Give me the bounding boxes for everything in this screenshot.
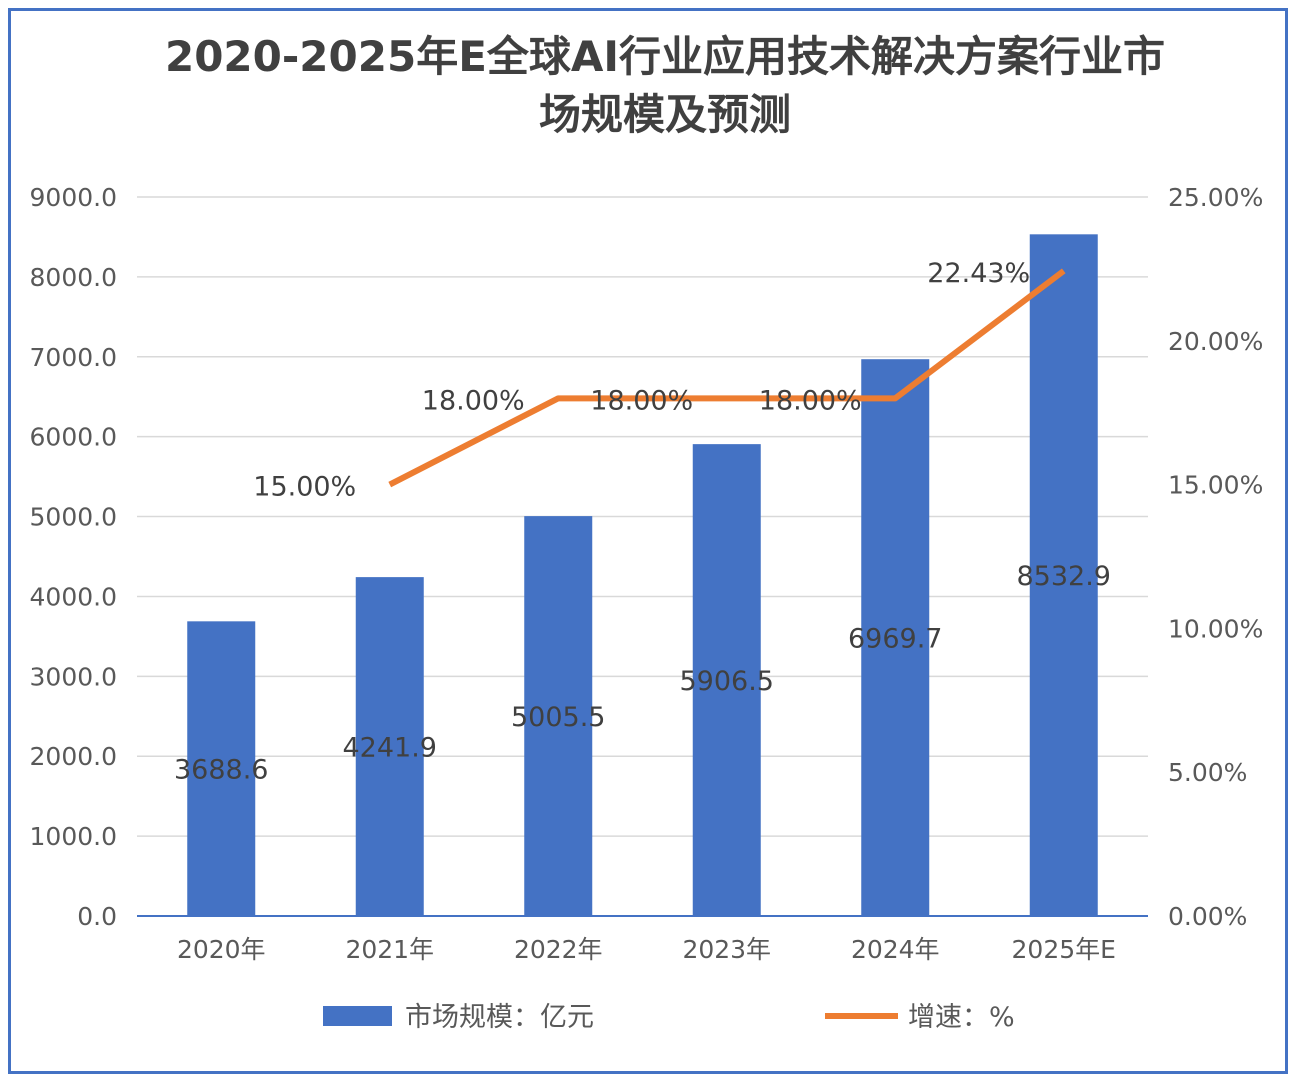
- right-axis-tick: 10.00%: [1168, 614, 1263, 643]
- right-axis-tick: 25.00%: [1168, 183, 1263, 212]
- x-axis-tick: 2021年: [345, 935, 434, 964]
- legend-line-label: 增速：%: [908, 1002, 1015, 1033]
- x-axis-tick: 2023年: [682, 935, 771, 964]
- right-axis-tick: 15.00%: [1168, 471, 1263, 500]
- x-axis-tick: 2020年: [177, 935, 266, 964]
- line-data-label: 18.00%: [759, 385, 862, 416]
- bar: [355, 577, 424, 916]
- line-data-label: 18.00%: [422, 385, 525, 416]
- left-axis-tick: 5000.0: [30, 503, 117, 532]
- bar-data-label: 6969.7: [848, 624, 942, 655]
- legend-bar-swatch: [323, 1006, 392, 1026]
- x-axis-tick: 2022年: [514, 935, 603, 964]
- bar-data-label: 5906.5: [680, 666, 774, 697]
- left-axis-tick: 2000.0: [30, 742, 117, 771]
- right-axis-tick: 20.00%: [1168, 327, 1263, 356]
- chart-frame: [8, 8, 1288, 1074]
- bar-data-label: 4241.9: [343, 733, 437, 764]
- legend-bar-label: 市场规模：亿元: [405, 1002, 594, 1033]
- x-axis-tick: 2024年: [851, 935, 940, 964]
- chart-title: 2020-2025年E全球AI行业应用技术解决方案行业市场规模及预测: [164, 32, 1166, 139]
- line-data-label: 15.00%: [253, 472, 356, 503]
- x-axis-tick: 2025年E: [1012, 935, 1116, 964]
- bar-data-label: 5005.5: [511, 702, 605, 733]
- left-axis-tick: 1000.0: [30, 822, 117, 851]
- right-axis-tick: 0.00%: [1168, 902, 1247, 931]
- left-axis-tick: 7000.0: [30, 343, 117, 372]
- bar: [187, 621, 256, 916]
- left-axis-tick: 0.0: [77, 902, 117, 931]
- bar-data-label: 3688.6: [174, 755, 268, 786]
- line-data-label: 18.00%: [590, 385, 693, 416]
- right-axis-tick: 5.00%: [1168, 758, 1247, 787]
- left-axis-tick: 3000.0: [30, 662, 117, 691]
- bar: [861, 359, 930, 916]
- left-axis-tick: 6000.0: [30, 423, 117, 452]
- left-axis-tick: 8000.0: [30, 263, 117, 292]
- bar: [1029, 234, 1098, 916]
- bar: [524, 516, 593, 916]
- left-axis-tick: 4000.0: [30, 582, 117, 611]
- left-axis-tick: 9000.0: [30, 183, 117, 212]
- bar-data-label: 8532.9: [1017, 561, 1111, 592]
- line-data-label: 22.43%: [927, 258, 1030, 289]
- bar: [692, 444, 761, 916]
